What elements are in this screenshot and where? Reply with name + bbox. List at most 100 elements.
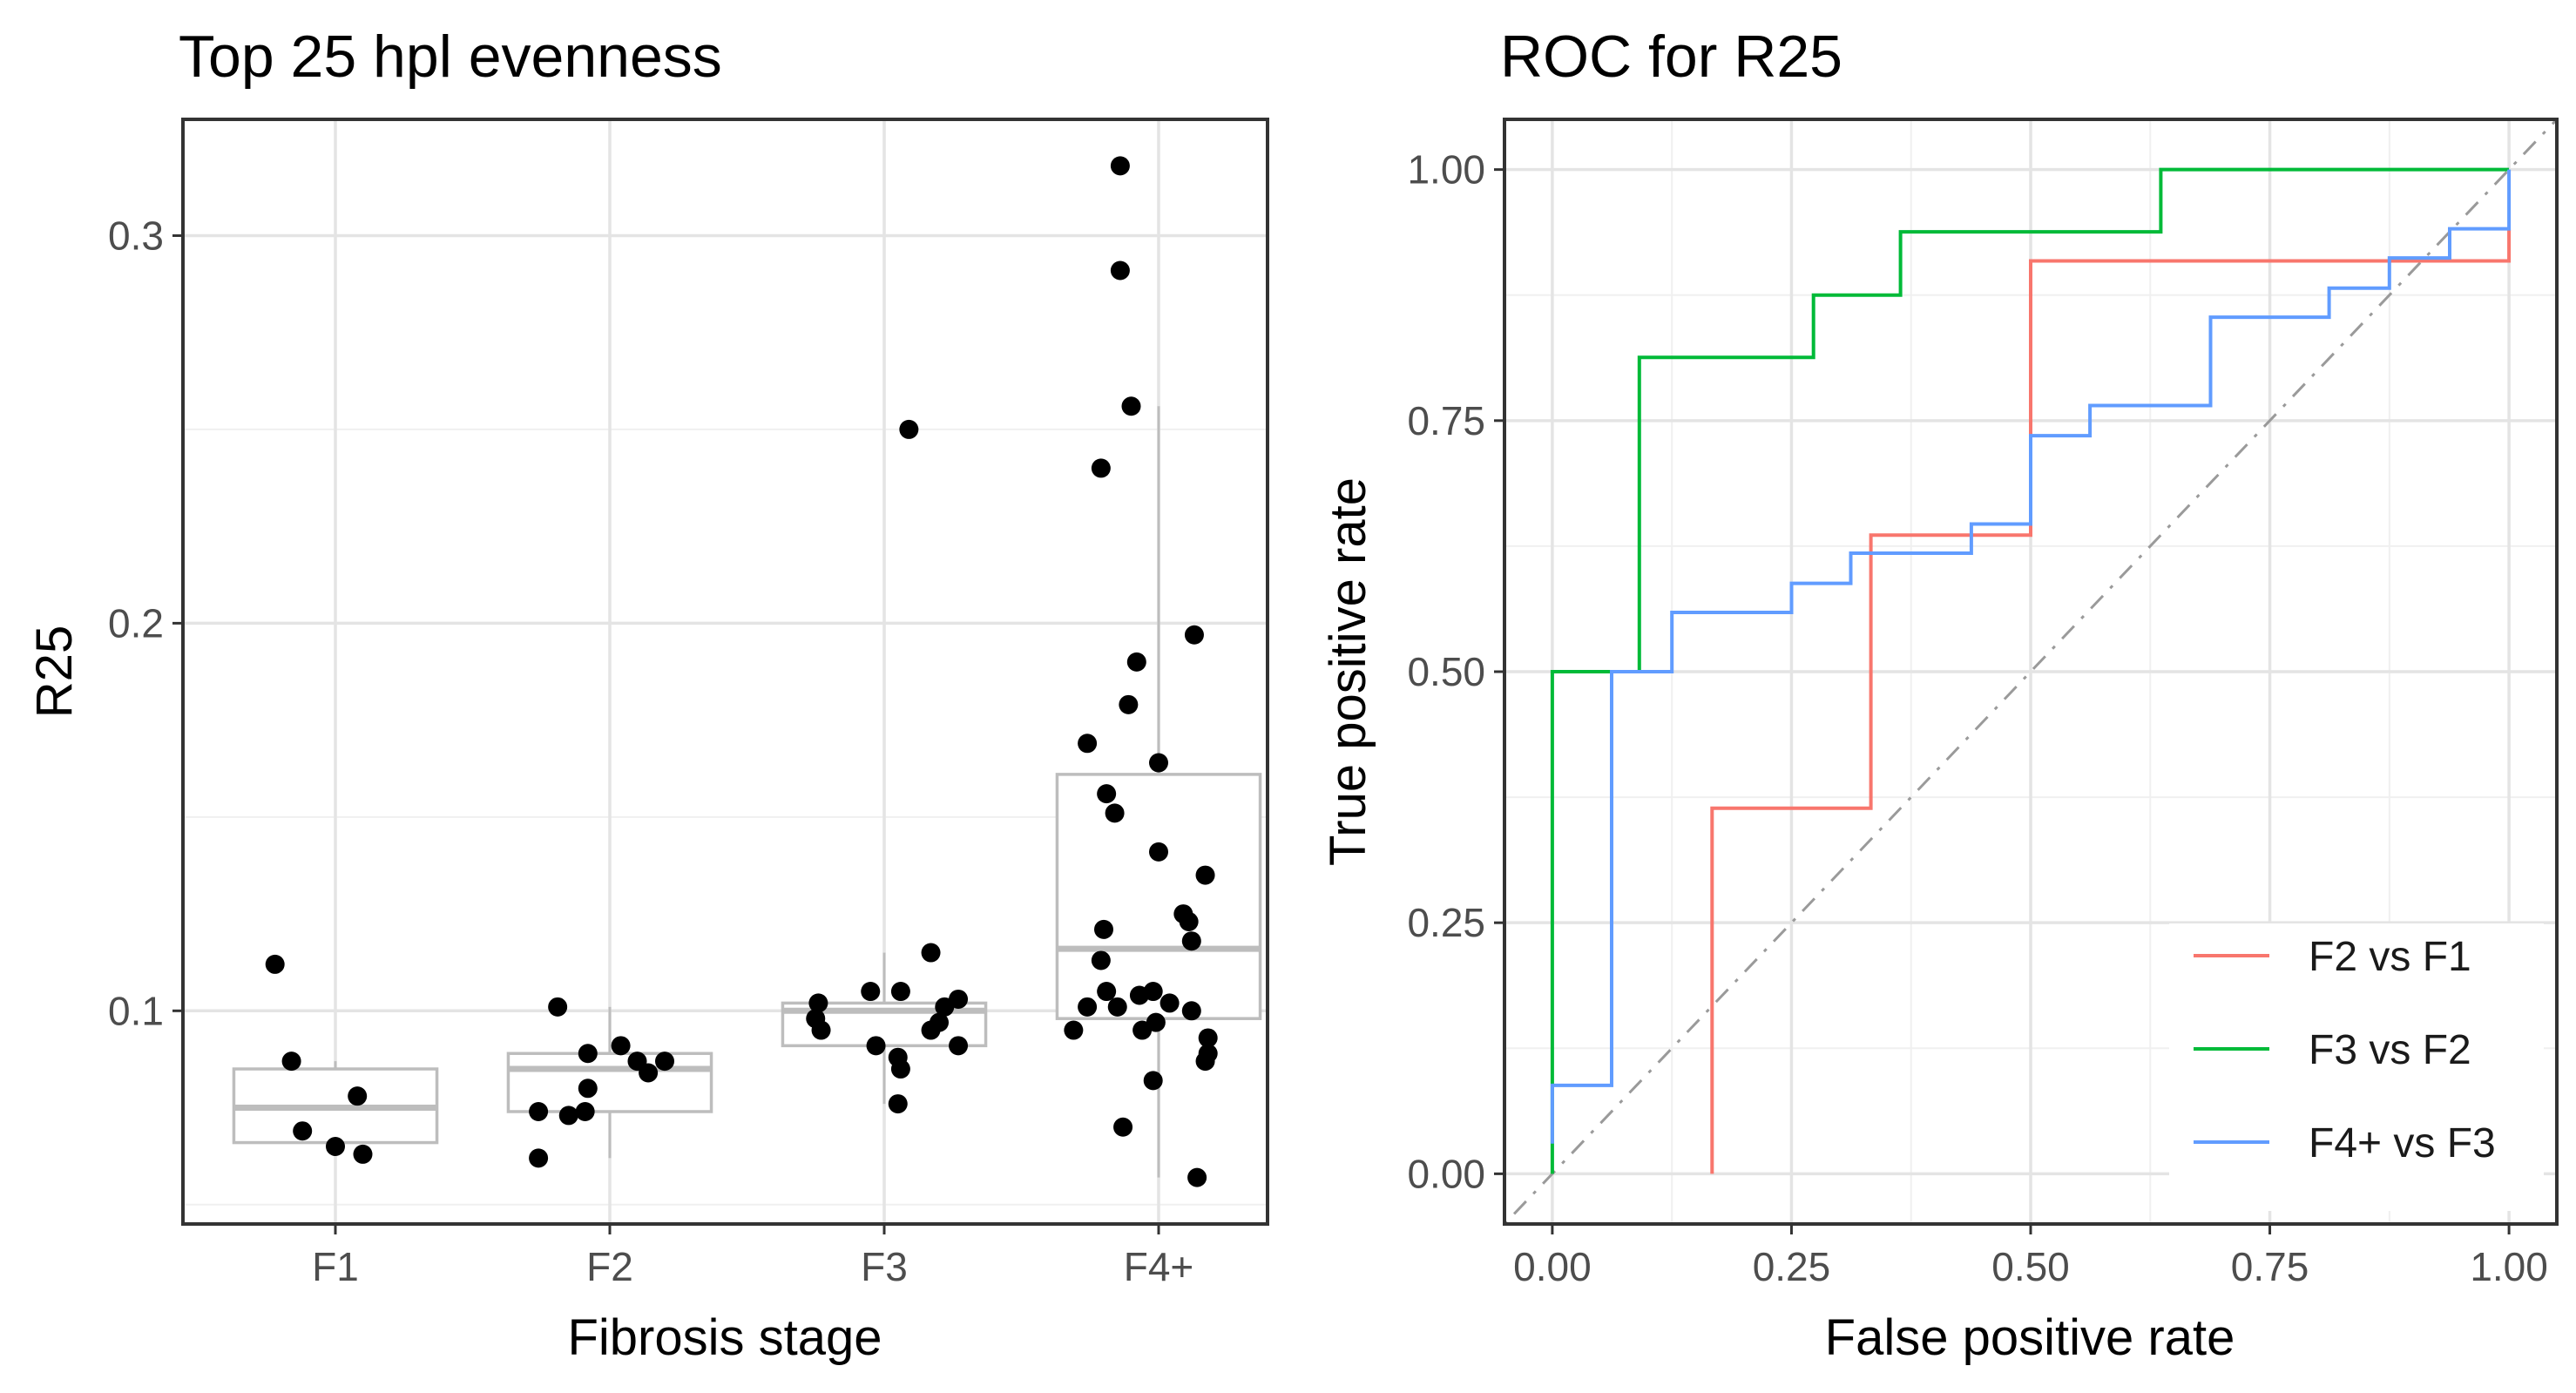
data-point: [1105, 803, 1125, 823]
data-point: [1160, 993, 1180, 1013]
roc-title: ROC for R25: [1500, 24, 1842, 90]
y-tick-label: 0.50: [1407, 649, 1485, 694]
data-point: [1179, 911, 1199, 931]
data-point: [1094, 919, 1113, 939]
x-tick-label: F2: [586, 1244, 633, 1289]
data-point: [293, 1121, 313, 1141]
roc-diagonal-reference: [1503, 118, 2559, 1226]
boxplot-panel-border: [181, 118, 1269, 1226]
x-tick-label: 1.00: [2470, 1244, 2548, 1289]
data-point: [1097, 784, 1117, 804]
data-point: [348, 1086, 368, 1106]
data-point: [1121, 396, 1141, 416]
y-tick-label: 0.1: [108, 988, 164, 1033]
data-point: [578, 1044, 598, 1064]
data-point: [1195, 1052, 1215, 1072]
data-point: [921, 1020, 941, 1040]
data-point: [1149, 753, 1168, 773]
data-point: [1181, 931, 1201, 951]
y-tick-label: 1.00: [1407, 147, 1485, 193]
legend-item: F3 vs F2: [2194, 1027, 2471, 1073]
roc-curve-f2-vs-f1: [1710, 229, 2512, 1174]
data-point: [548, 997, 568, 1017]
boxplot-y-axis-label: R25: [26, 625, 83, 718]
y-tick-label: 0.75: [1407, 398, 1485, 443]
boxplot-plot-area: [183, 119, 1268, 1224]
data-point: [1146, 1012, 1166, 1032]
data-point: [655, 1052, 674, 1072]
box-f4plus: [1055, 406, 1262, 1178]
data-point: [1110, 260, 1130, 281]
legend-item: F2 vs F1: [2194, 934, 2471, 980]
legend-label: F3 vs F2: [2309, 1027, 2471, 1073]
box-f2: [506, 1006, 713, 1159]
data-point: [529, 1148, 549, 1168]
data-point: [866, 1036, 886, 1056]
x-tick-label: F4+: [1124, 1244, 1194, 1289]
data-point: [1195, 865, 1215, 885]
roc-panel: ROC for R25 0.00 0.25 0.50 0.75 1.00 0.00 0.2…: [1320, 24, 2559, 1366]
legend-item: F4+ vs F3: [2194, 1120, 2496, 1166]
data-point: [1198, 1028, 1218, 1048]
data-point: [1126, 652, 1146, 672]
data-point: [578, 1079, 598, 1099]
boxplot-points: [265, 156, 1218, 1187]
data-point: [808, 993, 828, 1013]
data-point: [265, 954, 285, 974]
boxplot-x-axis-label: Fibrosis stage: [567, 1309, 882, 1366]
data-point: [921, 943, 941, 963]
legend-label: F2 vs F1: [2309, 934, 2471, 980]
data-point: [1113, 1117, 1133, 1137]
data-point: [890, 982, 910, 1002]
legend-label: F4+ vs F3: [2309, 1120, 2496, 1166]
data-point: [811, 1020, 831, 1040]
x-tick-label: 0.25: [1753, 1244, 1831, 1289]
data-point: [1064, 1020, 1084, 1040]
box-f1: [232, 1061, 439, 1154]
legend-background: [2169, 923, 2544, 1211]
roc-y-axis-label: True positive rate: [1320, 477, 1376, 866]
roc-y-ticks: 0.00 0.25 0.50 0.75 1.00: [1407, 147, 1504, 1196]
x-tick-label: 0.50: [1991, 1244, 2070, 1289]
data-point: [1110, 156, 1130, 176]
data-point: [1097, 982, 1117, 1002]
data-point: [281, 1052, 301, 1072]
data-point: [353, 1144, 373, 1164]
x-tick-label: 0.75: [2231, 1244, 2309, 1289]
boxplot-x-ticks: F1 F2 F3 F4+: [312, 1224, 1193, 1289]
y-tick-label: 0.25: [1407, 900, 1485, 945]
y-tick-label: 0.2: [108, 600, 164, 646]
data-point: [611, 1036, 631, 1056]
x-tick-label: F3: [861, 1244, 908, 1289]
data-point: [1078, 734, 1098, 754]
data-point: [861, 982, 881, 1002]
data-point: [1181, 1001, 1201, 1021]
roc-x-ticks: 0.00 0.25 0.50 0.75 1.00: [1513, 1224, 2548, 1289]
data-point: [949, 1036, 969, 1056]
data-point: [1078, 997, 1098, 1017]
data-point: [1184, 625, 1204, 645]
data-point: [1119, 694, 1139, 714]
data-point: [1149, 842, 1168, 862]
data-point: [890, 1059, 910, 1079]
data-point: [1129, 985, 1149, 1005]
data-point: [935, 997, 955, 1017]
roc-legend: F2 vs F1 F3 vs F2 F4+ vs F3: [2169, 923, 2544, 1211]
y-tick-label: 0.00: [1407, 1151, 1485, 1196]
data-point: [326, 1137, 345, 1157]
roc-x-axis-label: False positive rate: [1825, 1309, 2235, 1366]
boxplot-y-ticks: 0.1 0.2 0.3: [108, 213, 183, 1033]
data-point: [1091, 950, 1111, 970]
roc-curve-f4plus-vs-f3: [1550, 169, 2512, 1144]
y-tick-label: 0.3: [108, 213, 164, 258]
roc-curves: [1550, 167, 2512, 1174]
data-point: [1187, 1167, 1207, 1187]
data-point: [888, 1094, 908, 1114]
data-point: [558, 1106, 578, 1126]
data-point: [1143, 1071, 1163, 1091]
data-point: [1107, 997, 1127, 1017]
x-tick-label: F1: [312, 1244, 359, 1289]
data-point: [1091, 458, 1111, 478]
box-iqr: [1055, 773, 1262, 1020]
